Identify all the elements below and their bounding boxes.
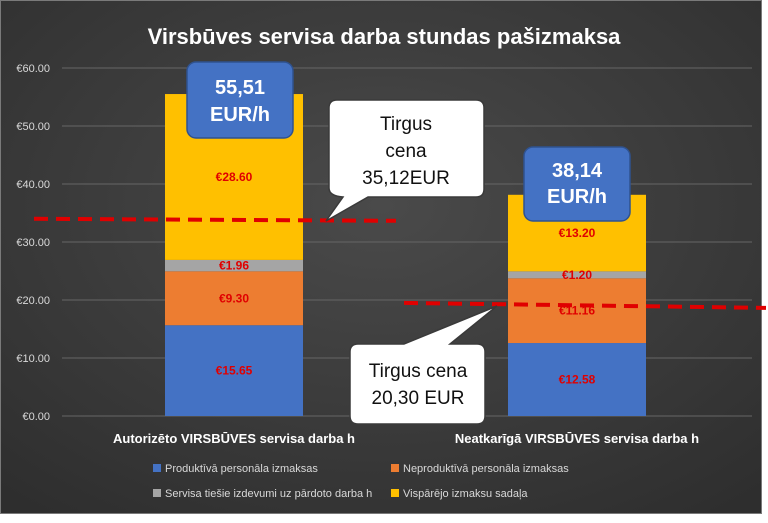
bar-segment-1-1 — [165, 325, 303, 416]
legend-item-produktiva: Produktīvā personāla izmaksas — [153, 463, 318, 475]
market-price-markers — [33, 216, 767, 310]
legend-label-servisa-tiesie: Servisa tiešie izdevumi uz pārdoto darba… — [165, 488, 372, 500]
bar-segment-2-3 — [508, 271, 646, 279]
data-labels: €15.65€9.30€1.96€28.60€12.58€11.16€1.20€… — [216, 170, 596, 387]
y-tick-label: €0.00 — [22, 411, 50, 423]
y-tick-label: €30.00 — [16, 237, 50, 249]
data-label-2-1: €12.58 — [559, 373, 596, 387]
y-tick-label: €20.00 — [16, 295, 50, 307]
chart-border — [0, 0, 762, 514]
legend-swatch-servisa-tiesie — [153, 489, 161, 497]
bar-segment-2-2 — [508, 278, 646, 344]
y-tick-label: €60.00 — [16, 63, 50, 75]
data-label-1-4: €28.60 — [216, 170, 253, 184]
bar-segment-2-1 — [508, 343, 646, 416]
legend-swatch-produktiva — [153, 464, 161, 472]
data-label-2-3: €1.20 — [562, 268, 592, 282]
total-callout-2-value: 38,14 — [552, 160, 603, 182]
market-price-callout-1: Tirgus cena 35,12EUR — [325, 99, 485, 222]
market-price-line-1 — [33, 216, 397, 223]
market-price-line-2 — [403, 300, 767, 310]
total-callout-2: 38,14 EUR/h — [523, 146, 631, 222]
x-category-label-2: Neatkarīgā VIRSBŪVES servisa darba h — [455, 431, 699, 446]
market-price-callout-1-line3: 35,12EUR — [362, 168, 450, 189]
market-price-callout-2: Tirgus cena 20,30 EUR — [349, 305, 498, 425]
legend-item-servisa-tiesie: Servisa tiešie izdevumi uz pārdoto darba… — [153, 488, 372, 500]
legend-label-produktiva: Produktīvā personāla izmaksas — [165, 463, 318, 475]
market-price-callout-2-line1: Tirgus cena — [369, 361, 468, 382]
total-callout-1: 55,51 EUR/h — [186, 61, 294, 139]
x-category-label-1: Autorizēto VIRSBŪVES servisa darba h — [113, 431, 355, 446]
legend-swatch-visparejo — [391, 489, 399, 497]
data-label-1-1: €15.65 — [216, 364, 253, 378]
legend-item-neproduktiva: Neproduktīvā personāla izmaksas — [391, 463, 569, 475]
market-price-callout-1-line2: cena — [385, 141, 427, 162]
total-callout-1-unit: EUR/h — [210, 104, 270, 126]
total-callout-2-unit: EUR/h — [547, 186, 607, 208]
legend: Produktīvā personāla izmaksas Neproduktī… — [153, 463, 569, 500]
market-price-callout-2-line2: 20,30 EUR — [372, 388, 465, 409]
data-label-1-3: €1.96 — [219, 259, 249, 273]
data-label-2-4: €13.20 — [559, 226, 596, 240]
legend-label-neproduktiva: Neproduktīvā personāla izmaksas — [403, 463, 569, 475]
bar-segment-1-3 — [165, 259, 303, 272]
data-label-1-2: €9.30 — [219, 291, 249, 305]
legend-label-visparejo: Vispārējo izmaksu sadaļa — [403, 488, 528, 500]
chart-title: Virsbūves servisa darba stundas pašizmak… — [148, 24, 622, 49]
legend-swatch-neproduktiva — [391, 464, 399, 472]
market-price-callout-1-line1: Tirgus — [380, 114, 432, 135]
y-tick-label: €10.00 — [16, 353, 50, 365]
y-axis-ticks: €0.00 €10.00 €20.00 €30.00 €40.00 €50.00 €60.0… — [16, 63, 50, 423]
legend-item-visparejo: Vispārējo izmaksu sadaļa — [391, 488, 528, 500]
total-callout-1-value: 55,51 — [215, 77, 265, 99]
y-tick-label: €40.00 — [16, 179, 50, 191]
bar-segment-1-2 — [165, 271, 303, 326]
y-tick-label: €50.00 — [16, 121, 50, 133]
